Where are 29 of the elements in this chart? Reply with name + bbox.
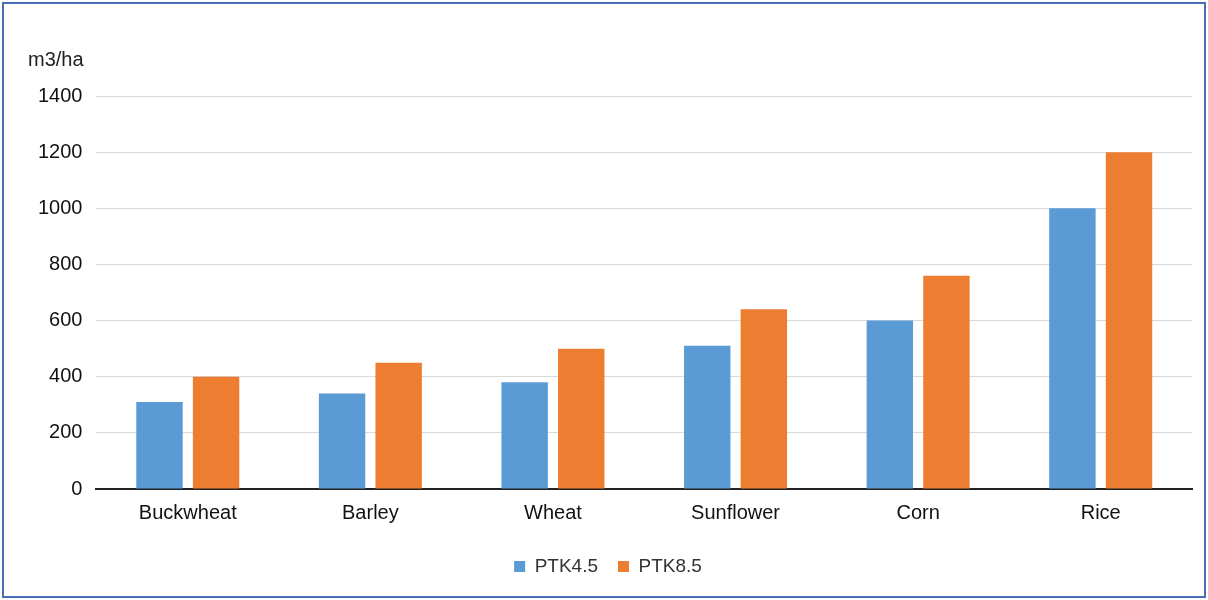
bar [866,320,914,489]
bar [558,348,605,489]
bar [318,393,366,489]
bar [923,275,970,489]
x-tick-label: Sunflower [691,500,781,523]
bar [501,382,548,489]
y-tick-label: 0 [71,476,83,499]
bar [375,362,422,489]
y-axis-title: m3/ha [28,47,85,70]
x-tick-label: Buckwheat [138,500,238,523]
x-tick-label: Corn [896,500,940,523]
legend-label: PTK8.5 [638,554,702,576]
bar [1049,208,1096,489]
bar [740,309,788,489]
x-tick-label: Wheat [524,500,583,523]
y-tick-label: 800 [49,251,83,274]
y-tick-label: 1400 [37,83,83,106]
x-tick-label: Rice [1080,500,1121,523]
bar [684,345,731,489]
legend-label: PTK4.5 [534,554,599,576]
y-tick-label: 600 [49,308,83,331]
bar [1105,152,1153,489]
x-tick-label: Barley [342,500,399,523]
bar [136,401,183,489]
y-tick-label: 1000 [37,195,83,218]
y-tick-label: 200 [49,420,83,443]
y-tick-label: 1200 [37,139,83,162]
y-tick-label: 400 [49,364,83,387]
bar [192,376,240,489]
